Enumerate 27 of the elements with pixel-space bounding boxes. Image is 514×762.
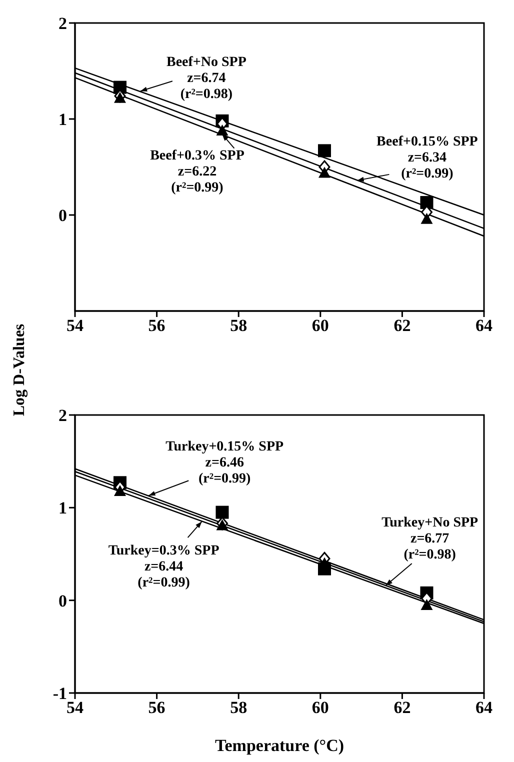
- y-tick-label: 2: [58, 14, 67, 34]
- y-tick-label: -1: [52, 684, 67, 704]
- x-tick-label: 56: [148, 316, 166, 336]
- annotation: Beef+No SPP z=6.74 (r²=0.98): [166, 55, 247, 102]
- x-tick-label: 58: [230, 698, 248, 718]
- y-tick-label: 1: [58, 498, 67, 518]
- annotation: Turkey+No SPP z=6.77 (r²=0.98): [382, 516, 479, 563]
- x-tick-label: 62: [394, 316, 411, 336]
- x-tick-label: 60: [312, 698, 329, 718]
- x-tick-label: 64: [476, 698, 493, 718]
- y-tick-label: 0: [58, 591, 67, 610]
- annotation: Turkey+0.15% SPP z=6.46 (r²=0.99): [166, 440, 284, 487]
- x-tick-label: 56: [148, 698, 166, 718]
- x-tick-label: 64: [476, 316, 493, 336]
- annotation: Turkey=0.3% SPP z=6.44 (r²=0.99): [108, 544, 220, 591]
- y-tick-label: 0: [58, 206, 67, 226]
- x-tick-label: 54: [66, 698, 84, 718]
- y-tick-label: 2: [58, 406, 67, 426]
- y-axis-title: Log D-Values: [11, 324, 29, 416]
- y-tick-label: 1: [58, 110, 67, 130]
- x-tick-label: 58: [230, 316, 248, 336]
- annotation: Beef+0.15% SPP z=6.34 (r²=0.99): [376, 134, 478, 182]
- x-axis-title: Temperature (°C): [214, 736, 344, 755]
- x-tick-label: 60: [312, 316, 329, 336]
- x-tick-label: 54: [66, 316, 84, 336]
- annotation: Beef+0.3% SPP z=6.22 (r²=0.99): [150, 148, 245, 196]
- x-tick-label: 62: [394, 698, 411, 718]
